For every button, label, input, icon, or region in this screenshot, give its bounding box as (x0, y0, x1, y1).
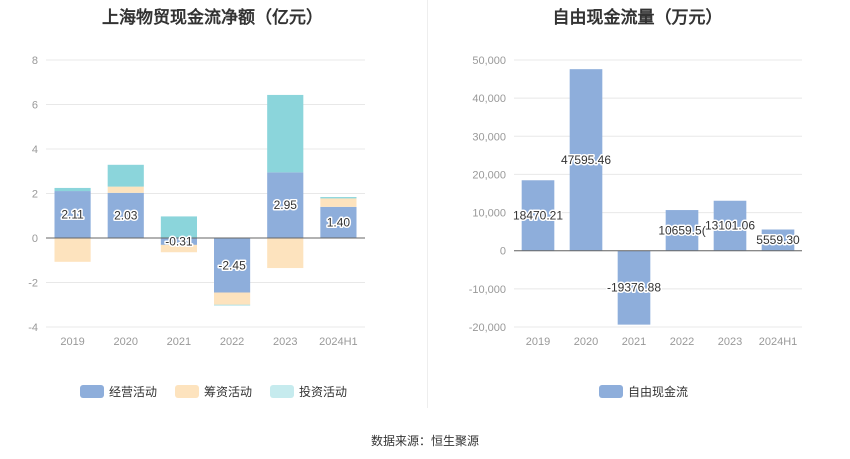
x-tick-label: 2022 (220, 336, 244, 348)
y-tick-label: 40,000 (472, 93, 506, 105)
left-chart-title: 上海物贸现金流净额（亿元） (102, 8, 323, 27)
y-tick-label: 0 (32, 233, 38, 245)
x-tick-label: 2023 (718, 336, 742, 348)
legend-label-financing: 筹资活动 (204, 385, 253, 399)
bar-series-1 (107, 186, 144, 193)
y-tick-label: -10,000 (469, 284, 506, 296)
x-tick-label: 2024H1 (759, 336, 798, 348)
x-tick-label: 2021 (167, 336, 191, 348)
bar-primary (320, 206, 357, 238)
y-tick-label: 0 (500, 246, 506, 258)
data-label: 2.03 (114, 208, 138, 222)
panel-divider (427, 0, 428, 408)
bar-series-1 (214, 292, 251, 305)
data-label: 2.95 (274, 198, 298, 212)
bar-series-2 (214, 304, 251, 306)
y-tick-label: -4 (28, 322, 38, 334)
bar-primary (214, 238, 251, 293)
legend-swatch-free-cash-flow (599, 385, 623, 398)
legend-label-free-cash-flow: 自由现金流 (628, 385, 689, 399)
bar-primary (521, 180, 555, 251)
x-tick-label: 2024H1 (319, 336, 358, 348)
data-label: -2.45 (218, 258, 246, 272)
right-legend: 自由现金流 (599, 383, 706, 400)
legend-swatch-financing (175, 385, 200, 398)
bar-series-2 (107, 164, 144, 187)
data-label: 5559.30 (756, 233, 800, 247)
y-tick-label: 6 (32, 100, 38, 112)
x-tick-label: 2020 (574, 336, 598, 348)
bar-primary (665, 210, 699, 251)
x-tick-label: 2020 (114, 336, 138, 348)
bar-series-1 (54, 238, 91, 262)
bar-primary (107, 192, 144, 238)
bar-primary (761, 229, 795, 251)
bar-series-2 (54, 187, 91, 192)
data-label: 13101.06 (705, 219, 755, 233)
x-tick-label: 2022 (670, 336, 694, 348)
data-label: 18470.21 (513, 208, 563, 222)
legend-swatch-investing (270, 385, 295, 398)
legend-item-investing[interactable]: 投资活动 (270, 383, 347, 400)
bar-series-1 (160, 244, 197, 253)
data-source: 数据来源：恒生聚源 (370, 434, 479, 448)
right-chart-title: 自由现金流量（万元） (552, 8, 723, 27)
data-label: 1.40 (327, 215, 351, 229)
y-tick-label: 2 (32, 189, 38, 201)
x-tick-label: 2019 (60, 336, 84, 348)
legend-label-operating: 经营活动 (109, 385, 158, 399)
legend-swatch-operating (80, 385, 104, 398)
bar-series-2 (160, 216, 197, 238)
data-label: -0.31 (165, 234, 193, 248)
y-tick-label: 8 (32, 55, 38, 67)
y-tick-label: -20,000 (469, 322, 506, 334)
y-tick-label: 4 (32, 144, 38, 156)
free-cash-flow-chart: -20,000 -10,000 0 10,000 20,000 30,000 40,000 5… (469, 55, 802, 348)
bar-primary (569, 69, 603, 251)
left-legend: 经营活动 筹资活动 投资活动 (80, 383, 365, 400)
y-tick-label: 30,000 (472, 131, 506, 143)
bar-primary (160, 238, 197, 245)
data-label: 2.11 (61, 208, 84, 222)
cash-flow-chart: -4 -2 0 2 4 6 8 2019 2020 2021 2022 2023 2024H1 2.11 2… (28, 55, 365, 348)
y-tick-label: 20,000 (472, 169, 506, 181)
bar-series-2 (267, 94, 304, 173)
legend-label-investing: 投资活动 (299, 385, 348, 399)
bar-primary (713, 200, 747, 251)
legend-item-financing[interactable]: 筹资活动 (175, 383, 252, 400)
legend-item-free-cash-flow[interactable]: 自由现金流 (599, 383, 688, 400)
x-tick-label: 2021 (622, 336, 646, 348)
y-tick-label: 50,000 (472, 55, 506, 67)
x-tick-label: 2023 (273, 336, 297, 348)
bar-primary (54, 191, 91, 238)
bar-series-1 (267, 238, 304, 269)
x-tick-label: 2019 (526, 336, 550, 348)
bar-series-2 (320, 197, 357, 199)
bar-series-1 (320, 198, 357, 207)
legend-item-operating[interactable]: 经营活动 (80, 383, 157, 400)
bar-primary (267, 172, 304, 238)
data-label: -19376.88 (607, 281, 661, 295)
data-label: 47595.46 (561, 153, 611, 167)
y-tick-label: -2 (28, 278, 38, 290)
bar-primary (617, 250, 651, 325)
data-label: 10659.5( (658, 223, 705, 237)
y-tick-label: 10,000 (472, 208, 506, 220)
